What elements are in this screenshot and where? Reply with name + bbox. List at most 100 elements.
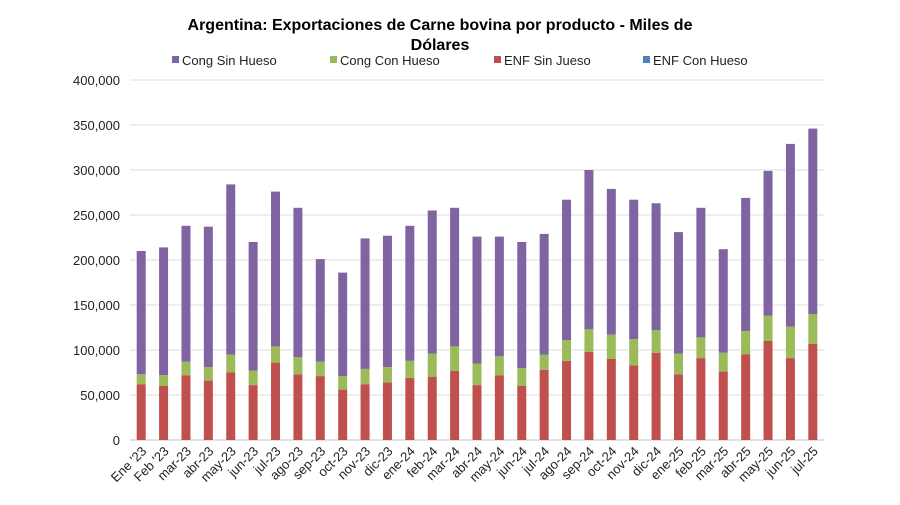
legend-label: Cong Con Hueso bbox=[340, 53, 440, 68]
bar-enf-sin-jueso bbox=[248, 385, 258, 440]
bar-cong-con-hueso bbox=[651, 330, 661, 353]
bar-enf-sin-jueso bbox=[808, 343, 818, 440]
bar-cong-con-hueso bbox=[450, 346, 460, 371]
legend-marker bbox=[330, 56, 337, 63]
bar-enf-sin-jueso bbox=[629, 365, 639, 440]
bar-cong-con-hueso bbox=[203, 367, 213, 381]
bar-cong-sin-hueso bbox=[696, 207, 706, 338]
y-tick-label: 50,000 bbox=[80, 388, 120, 403]
bar-cong-con-hueso bbox=[808, 314, 818, 344]
bar-enf-sin-jueso bbox=[315, 376, 325, 440]
bar-enf-sin-jueso bbox=[159, 386, 169, 440]
legend-label: ENF Sin Jueso bbox=[504, 53, 591, 68]
bar-cong-sin-hueso bbox=[427, 210, 437, 354]
bar-cong-con-hueso bbox=[718, 352, 728, 372]
legend-marker bbox=[172, 56, 179, 63]
legend-marker bbox=[494, 56, 501, 63]
bar-enf-sin-jueso bbox=[293, 374, 303, 440]
bar-cong-con-hueso bbox=[584, 329, 594, 352]
bar-cong-sin-hueso bbox=[651, 203, 661, 331]
bar-enf-sin-jueso bbox=[226, 372, 236, 440]
bar-cong-sin-hueso bbox=[629, 199, 639, 340]
bar-cong-sin-hueso bbox=[159, 247, 169, 376]
bar-cong-con-hueso bbox=[338, 376, 348, 390]
bar-cong-sin-hueso bbox=[203, 226, 213, 368]
bar-cong-con-hueso bbox=[315, 361, 325, 377]
bar-cong-con-hueso bbox=[360, 368, 370, 385]
bar-cong-sin-hueso bbox=[808, 128, 818, 314]
bar-cong-sin-hueso bbox=[360, 238, 370, 369]
bar-cong-con-hueso bbox=[405, 360, 415, 378]
bar-enf-sin-jueso bbox=[785, 358, 795, 440]
bar-cong-sin-hueso bbox=[673, 232, 683, 354]
bar-cong-con-hueso bbox=[763, 315, 773, 341]
y-tick-label: 150,000 bbox=[73, 298, 120, 313]
bar-enf-sin-jueso bbox=[450, 370, 460, 440]
bar-cong-sin-hueso bbox=[472, 236, 482, 364]
bar-cong-sin-hueso bbox=[226, 184, 236, 355]
bar-enf-sin-jueso bbox=[405, 377, 415, 440]
bar-enf-sin-jueso bbox=[763, 341, 773, 440]
bar-cong-sin-hueso bbox=[494, 236, 504, 357]
bar-enf-sin-jueso bbox=[181, 375, 191, 440]
bar-cong-con-hueso bbox=[159, 375, 169, 386]
bar-enf-sin-jueso bbox=[517, 386, 527, 440]
bar-cong-sin-hueso bbox=[382, 235, 392, 368]
bar-enf-sin-jueso bbox=[539, 369, 549, 440]
bar-enf-sin-jueso bbox=[696, 358, 706, 440]
bar-cong-con-hueso bbox=[271, 346, 281, 363]
bar-cong-sin-hueso bbox=[741, 197, 751, 332]
bar-cong-sin-hueso bbox=[450, 207, 460, 347]
bar-cong-sin-hueso bbox=[517, 242, 527, 368]
legend-label: Cong Sin Hueso bbox=[182, 53, 277, 68]
bar-cong-con-hueso bbox=[562, 340, 572, 361]
bar-cong-sin-hueso bbox=[271, 191, 281, 347]
bar-cong-sin-hueso bbox=[293, 207, 303, 358]
y-tick-label: 400,000 bbox=[73, 73, 120, 88]
bar-cong-sin-hueso bbox=[338, 272, 348, 377]
bar-cong-con-hueso bbox=[472, 363, 482, 386]
bar-cong-con-hueso bbox=[741, 331, 751, 355]
y-tick-label: 200,000 bbox=[73, 253, 120, 268]
bar-cong-sin-hueso bbox=[718, 249, 728, 353]
bar-cong-sin-hueso bbox=[562, 199, 572, 341]
bar-cong-sin-hueso bbox=[763, 170, 773, 316]
legend-label: ENF Con Hueso bbox=[653, 53, 748, 68]
bar-enf-sin-jueso bbox=[562, 360, 572, 440]
bar-cong-con-hueso bbox=[785, 326, 795, 359]
y-tick-label: 350,000 bbox=[73, 118, 120, 133]
bar-enf-sin-jueso bbox=[271, 362, 281, 440]
bar-cong-sin-hueso bbox=[181, 225, 191, 362]
bar-enf-sin-jueso bbox=[427, 377, 437, 440]
bar-enf-sin-jueso bbox=[382, 382, 392, 440]
bar-cong-con-hueso bbox=[606, 334, 616, 359]
bar-cong-con-hueso bbox=[136, 374, 146, 385]
y-tick-label: 0 bbox=[113, 433, 120, 448]
bar-cong-con-hueso bbox=[629, 339, 639, 366]
bar-cong-sin-hueso bbox=[136, 251, 146, 375]
bar-cong-con-hueso bbox=[494, 356, 504, 376]
bar-cong-con-hueso bbox=[427, 353, 437, 377]
bar-enf-sin-jueso bbox=[203, 380, 213, 440]
bar-cong-sin-hueso bbox=[405, 225, 415, 361]
bar-cong-sin-hueso bbox=[606, 188, 616, 335]
bar-enf-sin-jueso bbox=[718, 371, 728, 440]
bar-enf-sin-jueso bbox=[584, 351, 594, 440]
bar-cong-sin-hueso bbox=[785, 143, 795, 327]
bar-cong-con-hueso bbox=[293, 357, 303, 375]
legend-marker bbox=[643, 56, 650, 63]
bar-cong-sin-hueso bbox=[315, 259, 325, 362]
bar-cong-con-hueso bbox=[248, 370, 258, 386]
bar-cong-con-hueso bbox=[226, 354, 236, 373]
bar-cong-con-hueso bbox=[539, 354, 549, 370]
bar-enf-sin-jueso bbox=[494, 375, 504, 440]
bar-cong-sin-hueso bbox=[248, 242, 258, 371]
bar-enf-sin-jueso bbox=[673, 374, 683, 440]
y-tick-label: 300,000 bbox=[73, 163, 120, 178]
bar-enf-sin-jueso bbox=[472, 385, 482, 440]
y-tick-label: 100,000 bbox=[73, 343, 120, 358]
bar-cong-con-hueso bbox=[673, 353, 683, 375]
chart-title-line-1: Argentina: Exportaciones de Carne bovina… bbox=[188, 17, 693, 34]
bar-cong-sin-hueso bbox=[539, 233, 549, 355]
